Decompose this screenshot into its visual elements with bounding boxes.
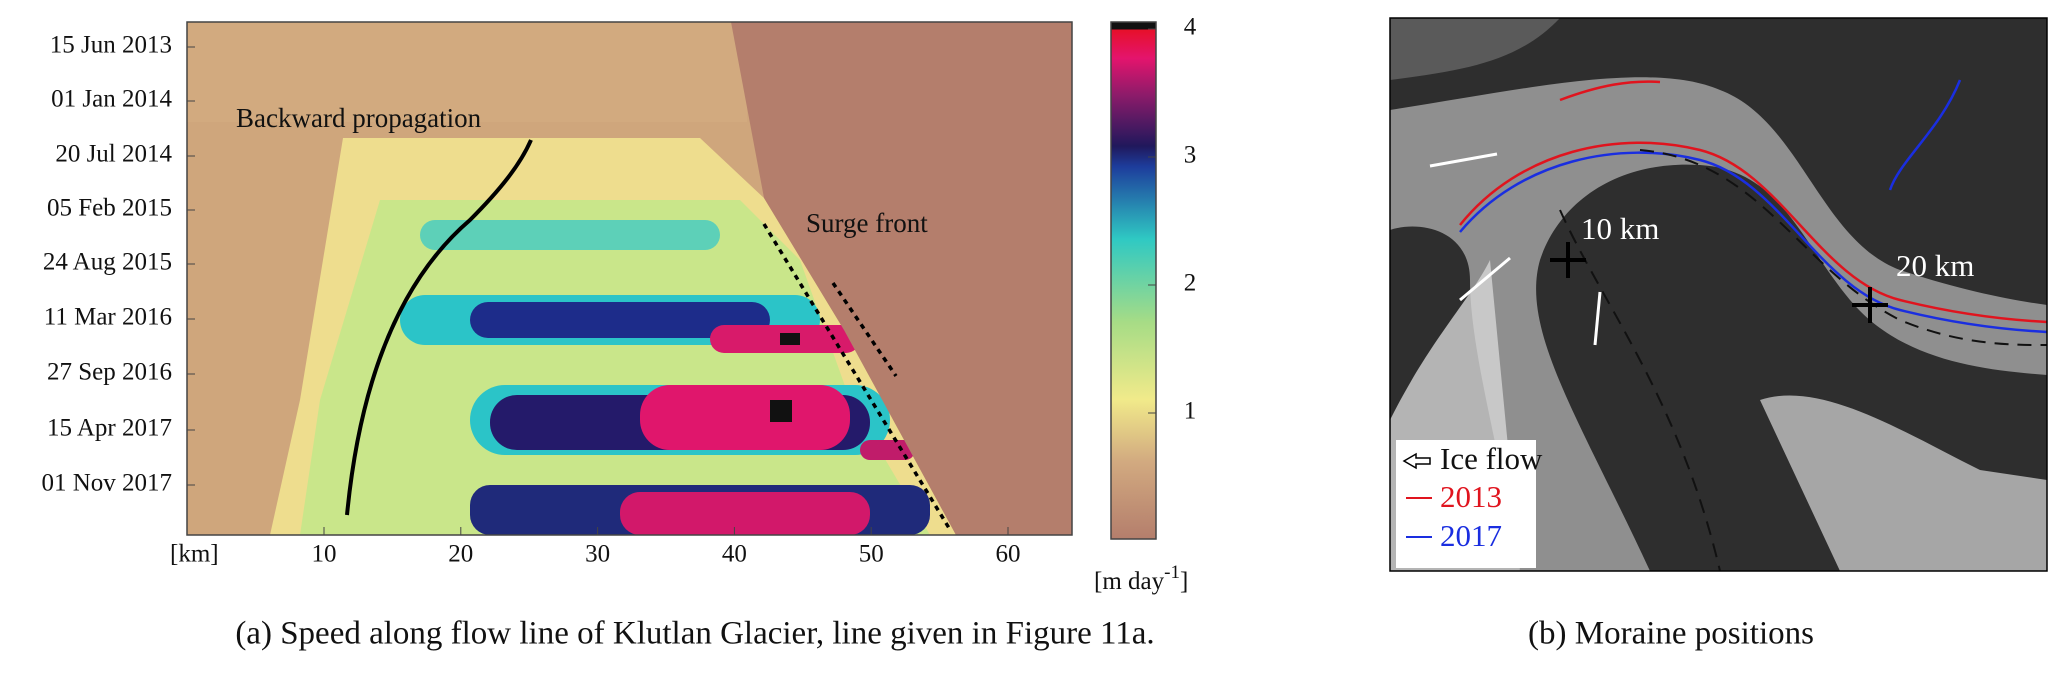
y-tick-label: 11 Mar 2016	[44, 304, 172, 331]
legend-entry: Ice flow	[1440, 441, 1543, 476]
y-tick-label: 01 Jan 2014	[51, 86, 172, 113]
annotation: Backward propagation	[236, 103, 482, 133]
y-tick-label: 01 Nov 2017	[41, 470, 172, 497]
colorbar	[1110, 21, 1157, 540]
image-frame	[1389, 17, 2048, 572]
colorbar-tick-label: 3	[1184, 142, 1197, 169]
colorbar-unit: [m day-1]	[1094, 562, 1188, 594]
y-axis: 15 Jun 2013 01 Jan 2014 20 Jul 2014 05 Feb …	[41, 32, 195, 497]
distance-label: 20 km	[1896, 248, 1974, 283]
plot-frame	[186, 21, 1073, 536]
x-tick-label: 20	[448, 541, 473, 568]
legend-entry: 2017	[1440, 518, 1502, 553]
colorbar-tick-label: 2	[1184, 270, 1197, 297]
y-tick-label: 24 Aug 2015	[43, 249, 172, 276]
heatmap	[187, 22, 1072, 535]
y-tick-label: 15 Jun 2013	[50, 32, 172, 59]
y-tick-label: 27 Sep 2016	[47, 359, 172, 386]
x-tick-label: 10	[312, 541, 337, 568]
y-tick-label: 15 Apr 2017	[47, 415, 172, 442]
caption: (b) Moraine positions	[1528, 616, 1814, 652]
colorbar-axis: 1 2 3 4	[1148, 14, 1197, 425]
colorbar-tick-label: 1	[1184, 398, 1197, 425]
y-tick-label: 20 Jul 2014	[55, 141, 172, 168]
x-tick-label: 60	[996, 541, 1021, 568]
annotation: Surge front	[806, 208, 928, 238]
legend-entry: 2013	[1440, 479, 1502, 514]
distance-label: 10 km	[1581, 211, 1659, 246]
x-tick-label: 50	[859, 541, 884, 568]
y-tick-label: 05 Feb 2015	[47, 195, 172, 222]
colorbar-tick-label: 4	[1184, 14, 1197, 41]
x-tick-label: 30	[585, 541, 610, 568]
satellite-image	[1390, 18, 2047, 571]
caption: (a) Speed along flow line of Klutlan Gla…	[235, 616, 1154, 652]
x-unit: [km]	[170, 541, 219, 568]
x-axis: 10 20 30 40 50 60	[312, 527, 1021, 568]
x-tick-label: 40	[722, 541, 747, 568]
